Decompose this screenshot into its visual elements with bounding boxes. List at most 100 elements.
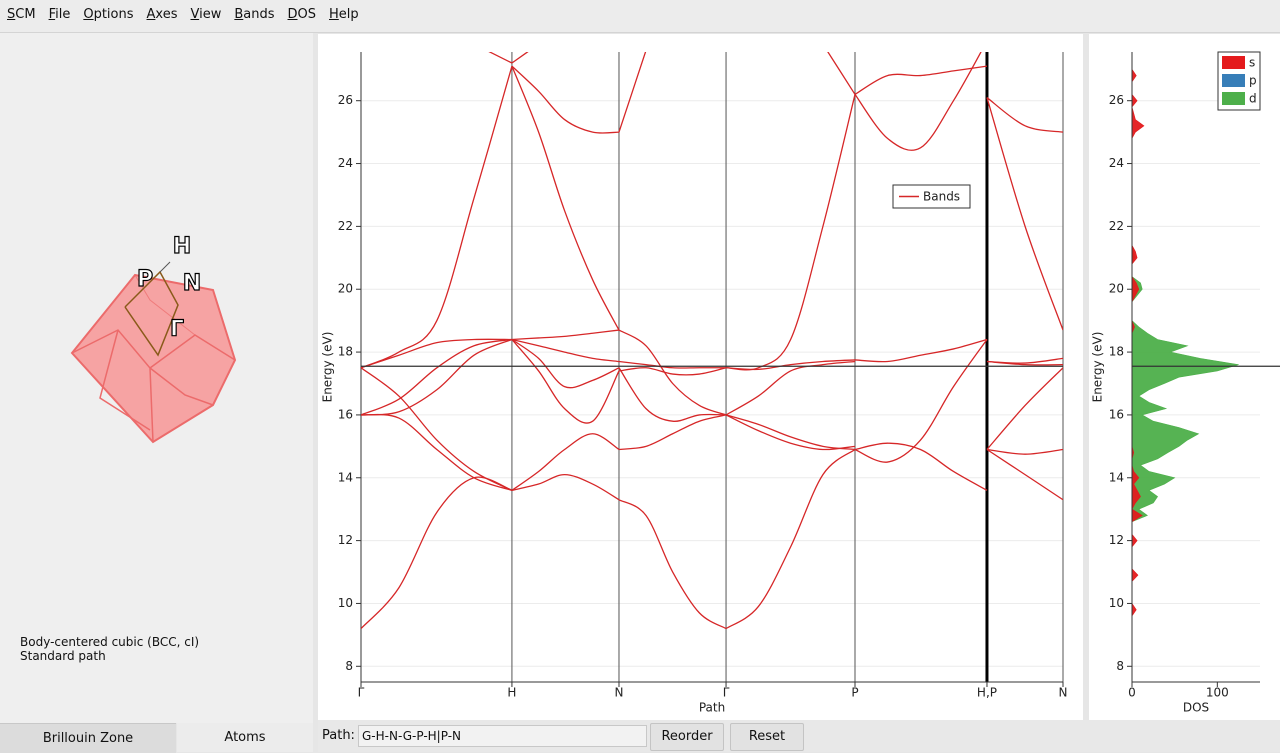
y-tick-label: 18 [338,345,353,359]
y-tick-label: 14 [1109,470,1124,484]
band-line [361,338,513,416]
y-axis-label: Energy (eV) [321,332,335,403]
band-line [726,94,856,371]
band-line [986,357,1063,364]
band-line [986,367,1063,450]
menu-item[interactable]: SCM [7,7,36,22]
tab[interactable]: Brillouin Zone [0,723,176,753]
y-tick-label: 12 [1109,533,1124,547]
band-line [827,52,856,95]
band-line [725,414,856,451]
x-tick-label: 100 [1206,686,1229,700]
path-input[interactable]: G-H-N-G-P-H|P-N [358,725,647,747]
path-type-text: Standard path [20,649,106,663]
y-tick-label: 10 [338,596,353,610]
band-line [618,499,727,630]
legend-label: s [1249,56,1255,70]
legend-label: p [1249,74,1257,88]
band-line [511,338,620,363]
menu-item[interactable]: File [48,7,71,22]
y-tick-label: 14 [338,470,353,484]
k-path [159,261,171,273]
band-line [618,367,727,422]
x-axis-label: Path [699,701,725,715]
legend-swatch [1222,92,1245,105]
band-line [725,448,856,630]
x-tick-label: N [614,686,623,700]
y-tick-label: 22 [1109,219,1124,233]
lattice-text: Body-centered cubic (BCC, cI) [20,635,200,649]
y-tick-label: 20 [338,282,353,296]
legend-label: Bands [923,190,960,204]
band-line [986,97,1063,331]
band-line [854,52,982,151]
y-tick-label: 8 [1116,659,1124,673]
band-line [511,473,620,501]
y-tick-label: 26 [1109,93,1124,107]
y-tick-label: 20 [1109,282,1124,296]
band-line [854,338,988,363]
zone-edge [134,274,196,336]
band-line [725,414,856,451]
zone-label: P [137,267,153,292]
zone-label: Γ [170,317,184,342]
y-tick-label: 18 [1109,345,1124,359]
legend-swatch [1222,56,1245,69]
dos-area [1132,53,1239,682]
bands [361,52,1063,630]
menu-item[interactable]: Bands [234,7,275,22]
band-line [511,65,619,134]
zone-body [70,273,237,444]
tab[interactable]: Atoms [177,723,313,752]
reorder-button[interactable]: Reorder [650,723,724,751]
band-line [854,442,988,491]
band-line [986,448,1063,455]
band-line [854,339,988,463]
legend-label: d [1249,92,1257,106]
reset-button[interactable]: Reset [730,723,804,751]
x-tick-label: N [1059,686,1068,700]
band-panel [318,34,1083,720]
x-tick-label: P [851,686,858,700]
k-path [124,270,179,357]
zone-edge [149,367,214,406]
band-line [488,52,513,64]
y-tick-label: 8 [345,659,353,673]
brillouin-zone: H P N Γ [70,233,237,444]
y-tick-label: 16 [1109,407,1124,421]
x-tick-label: H,P [977,686,997,700]
path-bar: Path: G-H-N-G-P-H|P-N Reorder Reset [318,720,1280,752]
x-axis-label: DOS [1183,701,1209,715]
band-line [618,329,727,416]
band-line [361,476,513,630]
menu-item[interactable]: View [190,7,222,22]
zone-label: N [183,271,201,296]
band-line [511,329,620,341]
band-line [511,339,620,424]
y-tick-label: 22 [338,219,353,233]
band-line [361,367,513,491]
legend-box [892,184,971,209]
menu-item[interactable]: Options [83,7,134,22]
band-line [361,413,513,491]
x-tick-label: 0 [1128,686,1136,700]
band-line [618,360,727,369]
band-line [986,448,1063,501]
band-line [726,359,856,371]
y-tick-label: 10 [1109,596,1124,610]
menu-item[interactable]: Axes [146,7,178,22]
band-line [511,52,529,64]
path-label: Path: [322,728,355,743]
dos-areas [1132,53,1239,682]
menu-item[interactable]: Help [329,7,359,22]
menu-item[interactable]: DOS [287,7,317,22]
zone-label: H [173,234,191,259]
dos-panel [1089,34,1280,720]
band-line [618,367,727,376]
y-tick-label: 24 [1109,156,1124,170]
menu-bar: SCM File Options Axes View Bands DOS Help [0,0,1280,33]
band-line [986,97,1063,133]
x-tick-label: Γ [358,686,365,700]
